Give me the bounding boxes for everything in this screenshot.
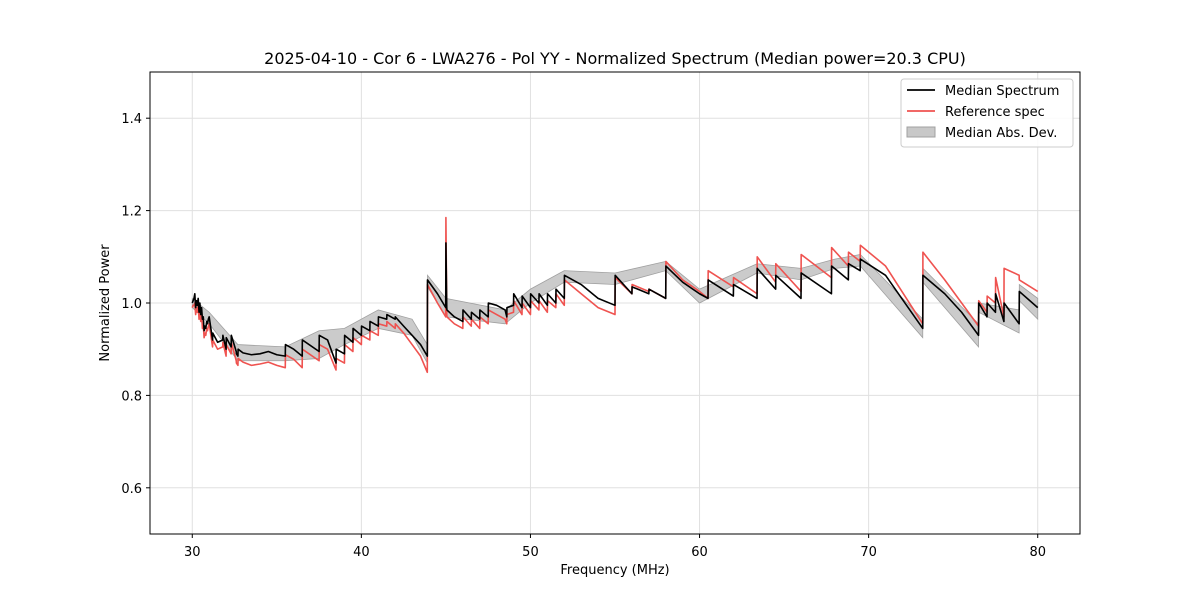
x-tick-label: 30 bbox=[184, 545, 201, 560]
median-spectrum-line bbox=[191, 242, 1039, 364]
legend: Median Spectrum Reference spec Median Ab… bbox=[900, 78, 1074, 148]
legend-box bbox=[900, 78, 1074, 148]
y-tick-label: 1.0 bbox=[121, 297, 142, 312]
y-tick-label: 0.6 bbox=[121, 482, 142, 497]
x-axis-ticks: 30 40 50 60 70 80 bbox=[184, 534, 1046, 560]
legend-mad-label: Median Abs. Dev. bbox=[945, 126, 1057, 141]
x-axis-label: Frequency (MHz) bbox=[560, 563, 669, 578]
x-tick-label: 60 bbox=[691, 545, 708, 560]
y-tick-label: 1.4 bbox=[121, 112, 142, 127]
series-layer bbox=[191, 216, 1039, 374]
reference-spectrum-line bbox=[191, 216, 1039, 374]
y-tick-label: 0.8 bbox=[121, 389, 142, 404]
x-tick-label: 50 bbox=[522, 545, 539, 560]
y-axis-ticks: 0.6 0.8 1.0 1.2 1.4 bbox=[121, 112, 150, 497]
legend-median-label: Median Spectrum bbox=[945, 84, 1059, 99]
legend-reference-label: Reference spec bbox=[945, 105, 1045, 120]
x-tick-label: 80 bbox=[1029, 545, 1046, 560]
y-axis-label: Normalized Power bbox=[98, 244, 113, 362]
chart-title: 2025-04-10 - Cor 6 - LWA276 - Pol YY - N… bbox=[264, 49, 966, 68]
legend-mad-swatch bbox=[906, 126, 936, 138]
x-tick-label: 40 bbox=[353, 545, 370, 560]
x-tick-label: 70 bbox=[860, 545, 877, 560]
y-tick-label: 1.2 bbox=[121, 205, 142, 220]
